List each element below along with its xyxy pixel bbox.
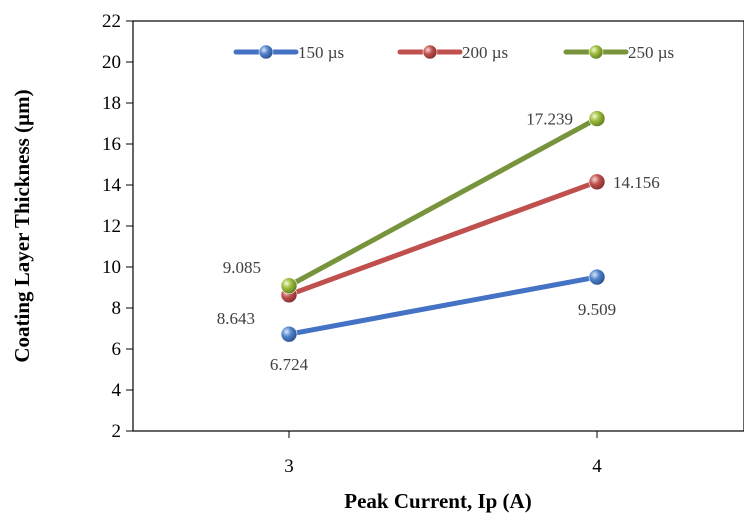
- data-label: 17.239: [526, 110, 573, 129]
- x-tick-label: 3: [284, 456, 294, 477]
- legend-label: 250 µs: [628, 43, 674, 62]
- plot-area: [132, 20, 744, 432]
- series-line-3: [286, 116, 600, 289]
- data-label: 9.509: [578, 300, 616, 319]
- legend-swatch-marker: [258, 44, 274, 60]
- y-tick-label: 18: [102, 93, 121, 114]
- y-tick-label: 6: [112, 339, 122, 360]
- y-tick-label: 2: [112, 421, 122, 442]
- legend-swatch-marker: [422, 44, 438, 60]
- data-point: [280, 325, 298, 343]
- data-point: [588, 173, 606, 191]
- y-tick-label: 14: [102, 175, 122, 196]
- legend: 150 µs 200 µs 250 µs: [233, 43, 674, 62]
- series-line-2: [286, 179, 600, 298]
- x-tick-label: 4: [592, 456, 602, 477]
- data-label: 9.085: [223, 258, 261, 277]
- legend-swatch-marker: [588, 44, 604, 60]
- data-point: [588, 268, 606, 286]
- data-label: 8.643: [217, 309, 255, 328]
- series-layer: 6.724 9.509 8.643 14.156 9.085 17.239: [217, 110, 660, 375]
- y-tick-label: 22: [102, 11, 121, 32]
- y-tick-label: 10: [102, 257, 121, 278]
- y-tick-label: 16: [102, 134, 121, 155]
- x-axis-title: Peak Current, Ip (A): [344, 489, 531, 513]
- data-label: 14.156: [613, 173, 660, 192]
- y-tick-label: 8: [112, 298, 122, 319]
- y-tick-label: 12: [102, 216, 121, 237]
- legend-label: 150 µs: [298, 43, 344, 62]
- y-tick-label: 20: [102, 52, 121, 73]
- data-point: [280, 277, 298, 295]
- series-line-1: [286, 274, 600, 337]
- y-tick-label: 4: [112, 380, 122, 401]
- y-axis-title: Coating Layer Thickness (µm): [10, 89, 34, 362]
- y-axis-ticks: 2 4 6 8 10 12 14 16 18 20 22: [102, 11, 133, 442]
- data-point: [588, 110, 606, 127]
- data-label: 6.724: [270, 355, 309, 374]
- legend-label: 200 µs: [462, 43, 508, 62]
